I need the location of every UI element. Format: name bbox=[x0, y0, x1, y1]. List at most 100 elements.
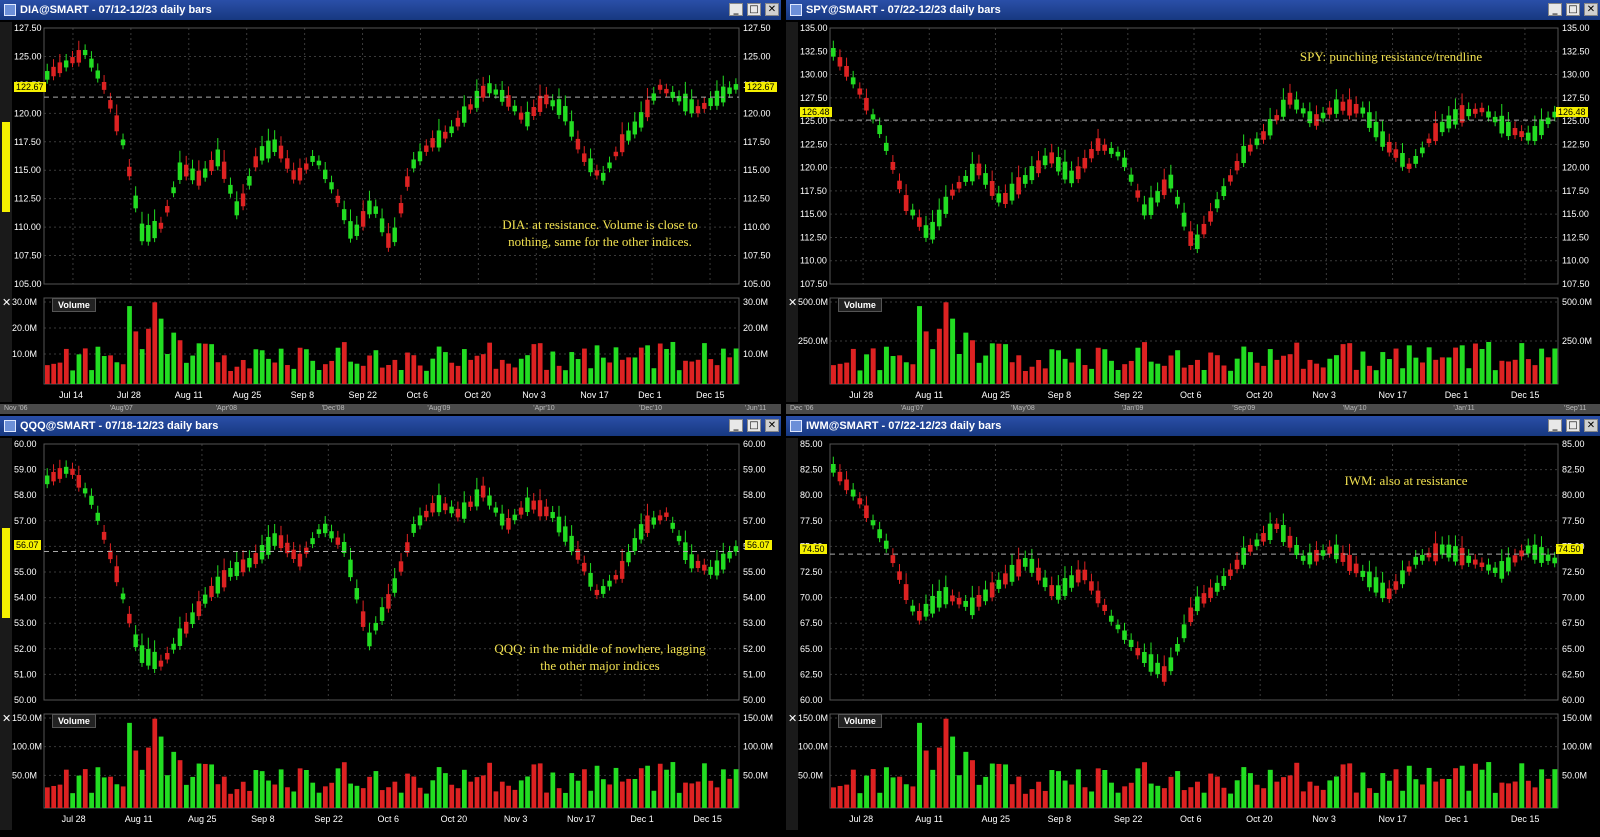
dia-price-chart[interactable]: 127.50127.50125.00125.00122.50122.50120.… bbox=[12, 22, 779, 292]
maximize-button[interactable]: □ bbox=[1566, 419, 1580, 432]
spy-chart-window[interactable]: SPY@SMART - 07/22-12/23 daily bars _ □ ✕… bbox=[786, 0, 1600, 414]
volume-bar bbox=[316, 369, 322, 384]
minimize-button[interactable]: _ bbox=[729, 3, 743, 16]
candle-body bbox=[348, 559, 353, 578]
volume-bar bbox=[525, 776, 530, 808]
volume-bar bbox=[890, 356, 896, 384]
y-tick-label-right: 120.00 bbox=[743, 108, 771, 118]
y-tick-label: 117.50 bbox=[14, 137, 41, 147]
qqq-volume-chart[interactable]: 150.0M 150.0M 100.0M 100.0M 50.0M 50.0M Jul 28… bbox=[12, 710, 779, 826]
volume-bar bbox=[373, 771, 379, 808]
close-button[interactable]: ✕ bbox=[765, 419, 779, 432]
candle-body bbox=[936, 590, 942, 608]
y-tick-label: 107.50 bbox=[14, 251, 42, 261]
candle-body bbox=[1056, 585, 1061, 600]
dia-scale-strip[interactable] bbox=[0, 22, 12, 402]
volume-tick-label-right: 50.0M bbox=[743, 770, 768, 780]
volume-bar bbox=[870, 769, 876, 808]
volume-bar bbox=[1128, 782, 1134, 808]
iwm-chart-window[interactable]: IWM@SMART - 07/22-12/23 daily bars _ □ ✕… bbox=[786, 416, 1600, 837]
x-axis-label: Aug 11 bbox=[125, 814, 153, 824]
maximize-button[interactable]: □ bbox=[747, 419, 761, 432]
spy-scale-strip[interactable] bbox=[786, 22, 798, 402]
candle-body bbox=[1294, 544, 1299, 556]
candle-body bbox=[139, 223, 145, 242]
volume-bar bbox=[890, 777, 896, 808]
volume-bar bbox=[1168, 776, 1174, 808]
collapse-x-icon[interactable]: ✕ bbox=[2, 712, 12, 725]
candle-body bbox=[651, 93, 656, 101]
collapse-x-icon[interactable]: ✕ bbox=[788, 712, 798, 725]
maximize-button[interactable]: □ bbox=[1566, 3, 1580, 16]
candle-body bbox=[1042, 155, 1048, 166]
x-axis-label: Oct 6 bbox=[378, 814, 400, 824]
y-tick-label-right: 72.50 bbox=[1562, 567, 1585, 577]
candle-body bbox=[695, 560, 701, 569]
y-tick-label: 53.00 bbox=[14, 618, 37, 628]
close-button[interactable]: ✕ bbox=[1584, 3, 1598, 16]
volume-bar bbox=[1532, 787, 1538, 808]
iwm-volume-chart[interactable]: 150.0M 150.0M 100.0M 100.0M 50.0M 50.0M Jul 28… bbox=[798, 710, 1598, 826]
candle-body bbox=[864, 97, 869, 111]
candle-body bbox=[897, 180, 902, 190]
volume-bar bbox=[544, 369, 549, 384]
annotation-line: SPY: punching resistance/trendline bbox=[1299, 49, 1483, 64]
volume-bar bbox=[917, 306, 922, 384]
iwm-titlebar[interactable]: IWM@SMART - 07/22-12/23 daily bars _ □ ✕ bbox=[786, 416, 1600, 436]
candle-body bbox=[923, 225, 929, 238]
dia-volume-chart[interactable]: 30.0M 30.0M 20.0M 20.0M 10.0M 10.0M Jul 14 Jul … bbox=[12, 294, 779, 402]
volume-bar bbox=[1261, 365, 1267, 384]
volume-bar bbox=[864, 354, 870, 384]
iwm-price-chart[interactable]: 85.00 85.00 82.50 82.50 80.00 80.00 77.50 77.50… bbox=[798, 438, 1598, 708]
candle-body bbox=[721, 553, 726, 570]
annotation-line: the other major indices bbox=[540, 658, 660, 673]
close-button[interactable]: ✕ bbox=[1584, 419, 1598, 432]
maximize-button[interactable]: □ bbox=[747, 3, 761, 16]
volume-bar bbox=[158, 736, 164, 808]
collapse-x-icon[interactable]: ✕ bbox=[2, 296, 12, 309]
close-button[interactable]: ✕ bbox=[765, 3, 779, 16]
spy-titlebar[interactable]: SPY@SMART - 07/22-12/23 daily bars _ □ ✕ bbox=[786, 0, 1600, 20]
candle-body bbox=[963, 600, 968, 607]
iwm-scale-strip[interactable] bbox=[786, 438, 798, 830]
volume-bar bbox=[676, 792, 682, 808]
y-tick-label-right: 132.50 bbox=[1562, 46, 1590, 56]
volume-bar bbox=[506, 363, 511, 384]
qqq-scale-strip[interactable] bbox=[0, 438, 12, 830]
qqq-chart-window[interactable]: QQQ@SMART - 07/18-12/23 daily bars _ □ ✕… bbox=[0, 416, 781, 837]
candle-body bbox=[544, 506, 549, 517]
candle-body bbox=[392, 227, 397, 243]
spy-volume-chart[interactable]: 500.0M 500.0M 250.0M 250.0M Jul 28 Aug 11 Aug … bbox=[798, 294, 1598, 402]
dia-time-scrollbar[interactable]: Nov '06 'Aug'07 'Apr'08 'Dec'08 'Aug'09 'Apr'… bbox=[0, 404, 781, 414]
collapse-x-icon[interactable]: ✕ bbox=[788, 296, 798, 309]
qqq-price-chart[interactable]: 60.00 60.00 59.00 59.00 58.00 58.00 57.00 57.00… bbox=[12, 438, 779, 708]
spy-time-scrollbar[interactable]: Dec '06 'Aug'07 'May'08 'Jan'09 'Sep'09 'May'… bbox=[786, 404, 1600, 414]
y-tick-label: 110.00 bbox=[800, 256, 827, 266]
candle-body bbox=[544, 94, 549, 105]
dia-chart-window[interactable]: DIA@SMART - 07/12-12/23 daily bars _ □ ✕… bbox=[0, 0, 781, 414]
minimize-button[interactable]: _ bbox=[729, 419, 743, 432]
candle-body bbox=[1128, 174, 1134, 182]
candle-body bbox=[1479, 562, 1485, 568]
dia-titlebar[interactable]: DIA@SMART - 07/12-12/23 daily bars _ □ ✕ bbox=[0, 0, 781, 20]
volume-bar bbox=[1009, 784, 1015, 808]
volume-bar bbox=[930, 349, 936, 384]
candle-body bbox=[474, 489, 480, 507]
volume-bar bbox=[1069, 362, 1075, 384]
volume-bar bbox=[215, 362, 221, 384]
volume-bar bbox=[1049, 349, 1055, 384]
volume-bar bbox=[1221, 787, 1227, 808]
volume-bar bbox=[1042, 790, 1048, 808]
candle-body bbox=[943, 587, 949, 605]
candle-body bbox=[917, 610, 922, 621]
candle-body bbox=[1049, 152, 1055, 164]
candle-body bbox=[1208, 587, 1213, 599]
candle-body bbox=[708, 98, 713, 107]
candle-body bbox=[831, 463, 836, 473]
qqq-titlebar[interactable]: QQQ@SMART - 07/18-12/23 daily bars _ □ ✕ bbox=[0, 416, 781, 436]
candle-body bbox=[474, 90, 480, 108]
volume-bar bbox=[209, 764, 215, 808]
minimize-button[interactable]: _ bbox=[1548, 419, 1562, 432]
spy-price-chart[interactable]: 135.00 135.00 132.50 132.50 130.00 130.00 127.… bbox=[798, 22, 1598, 292]
minimize-button[interactable]: _ bbox=[1548, 3, 1562, 16]
